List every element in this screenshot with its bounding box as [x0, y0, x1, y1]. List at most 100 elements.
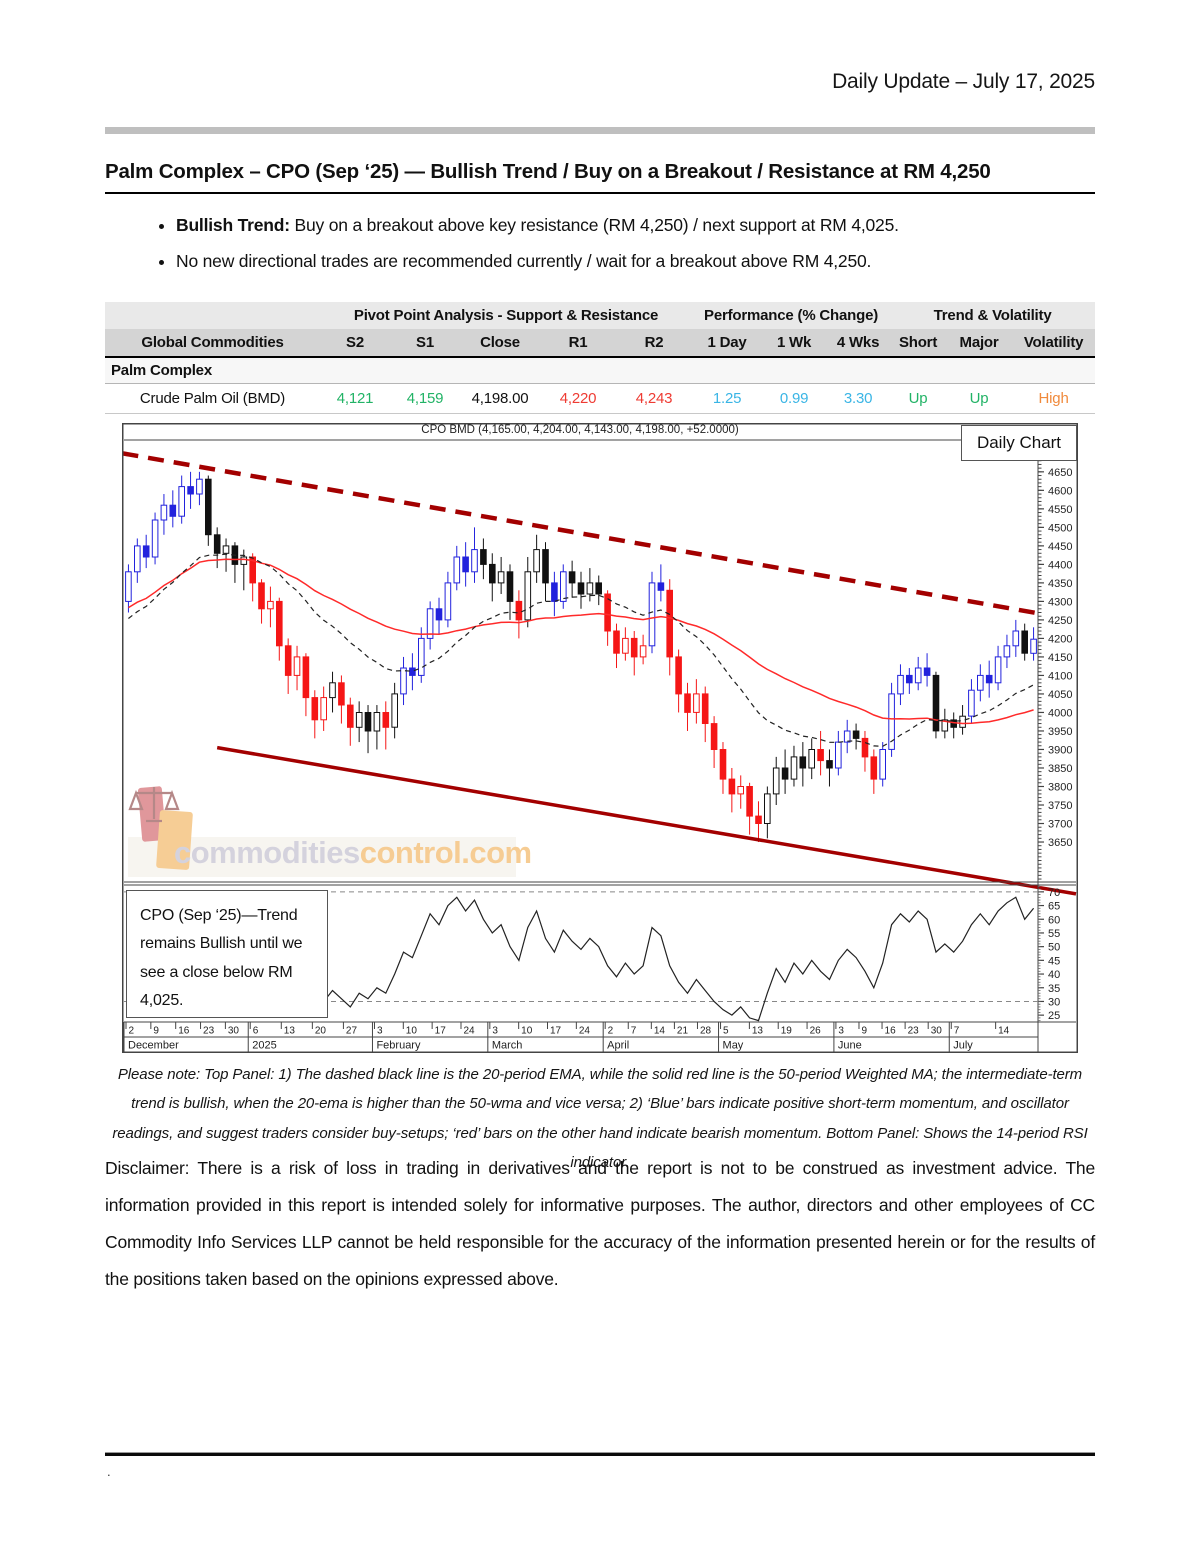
cell-s2: 4,121 [320, 383, 390, 414]
svg-text:13: 13 [284, 1026, 296, 1037]
price-chart: commoditiescontrol.com 4650 4600 4550 4500 4… [122, 423, 1078, 1053]
svg-text:10: 10 [521, 1026, 533, 1037]
cell-r2: 4,243 [616, 383, 693, 414]
svg-text:4600: 4600 [1048, 485, 1072, 497]
svg-text:16: 16 [178, 1026, 190, 1037]
svg-text:February: February [376, 1040, 421, 1052]
cell-1wk: 0.99 [762, 383, 827, 414]
cell-close: 4,198.00 [460, 383, 540, 414]
table-column-header-row: Global Commodities S2 S1 Close R1 R2 1 D… [105, 329, 1096, 358]
candlestick-chart-svg: 4650 4600 4550 4500 4450 4400 4350 4300 4250 4200… [122, 423, 1078, 1053]
svg-text:May: May [723, 1040, 744, 1052]
svg-text:December: December [128, 1040, 179, 1052]
col-global-commodities: Global Commodities [105, 329, 320, 358]
svg-text:10: 10 [406, 1026, 418, 1037]
svg-text:3: 3 [492, 1026, 498, 1037]
group-performance-header: Performance (% Change) [692, 302, 891, 329]
svg-text:28: 28 [700, 1026, 712, 1037]
header-divider-bar [105, 127, 1095, 134]
svg-text:7: 7 [631, 1026, 637, 1037]
watermark-band [128, 837, 516, 877]
svg-text:7: 7 [954, 1026, 960, 1037]
svg-text:3: 3 [838, 1026, 844, 1037]
svg-text:3950: 3950 [1048, 726, 1072, 738]
chart-footnote: Please note: Top Panel: 1) The dashed bl… [112, 1066, 1088, 1171]
svg-text:4400: 4400 [1048, 559, 1072, 571]
svg-text:50: 50 [1048, 942, 1060, 954]
bottom-divider [105, 1452, 1095, 1456]
svg-text:3650: 3650 [1048, 837, 1072, 849]
col-volatility: Volatility [1012, 329, 1096, 358]
chart-title: CPO BMD (4,165.00, 4,204.00, 4,143.00, 4… [421, 424, 739, 436]
svg-text:4350: 4350 [1048, 578, 1072, 590]
svg-text:4050: 4050 [1048, 689, 1072, 701]
svg-text:16: 16 [885, 1026, 897, 1037]
svg-text:4550: 4550 [1048, 504, 1072, 516]
svg-text:3750: 3750 [1048, 800, 1072, 812]
svg-text:6: 6 [253, 1026, 259, 1037]
svg-text:14: 14 [654, 1026, 666, 1037]
col-major: Major [946, 329, 1013, 358]
cell-s1: 4,159 [390, 383, 460, 414]
cell-r1: 4,220 [540, 383, 616, 414]
table-group-header-row: Pivot Point Analysis - Support & Resista… [105, 302, 1096, 329]
summary-bullets: Bullish Trend: Buy on a breakout above k… [148, 215, 1126, 287]
svg-text:30: 30 [228, 1026, 240, 1037]
svg-text:3800: 3800 [1048, 781, 1072, 793]
col-r2: R2 [616, 329, 693, 358]
svg-text:5: 5 [723, 1026, 729, 1037]
svg-text:24: 24 [463, 1026, 475, 1037]
svg-text:40: 40 [1048, 969, 1060, 981]
svg-text:30: 30 [1048, 996, 1060, 1008]
svg-text:45: 45 [1048, 955, 1060, 967]
svg-text:2: 2 [608, 1026, 614, 1037]
col-1day: 1 Day [692, 329, 763, 358]
svg-text:3850: 3850 [1048, 763, 1072, 775]
svg-text:60: 60 [1048, 914, 1060, 926]
svg-text:13: 13 [752, 1026, 764, 1037]
svg-text:23: 23 [203, 1026, 215, 1037]
svg-text:4650: 4650 [1048, 467, 1072, 479]
svg-text:35: 35 [1048, 983, 1060, 995]
svg-text:4500: 4500 [1048, 522, 1072, 534]
svg-text:9: 9 [153, 1026, 159, 1037]
col-1wk: 1 Wk [762, 329, 827, 358]
svg-text:30: 30 [931, 1026, 943, 1037]
svg-text:4450: 4450 [1048, 541, 1072, 553]
col-4wks: 4 Wks [826, 329, 891, 358]
svg-text:25: 25 [1048, 1010, 1060, 1022]
svg-text:2025: 2025 [252, 1040, 276, 1052]
svg-text:20: 20 [315, 1026, 327, 1037]
bullet-lead: Bullish Trend: [176, 215, 290, 235]
cell-volatility: High [1012, 383, 1096, 414]
col-short: Short [890, 329, 947, 358]
col-s1: S1 [390, 329, 460, 358]
page-title: Palm Complex – CPO (Sep ‘25) — Bullish T… [105, 160, 1095, 194]
col-close: Close [460, 329, 540, 358]
disclaimer-text: Disclaimer: There is a risk of loss in t… [105, 1158, 1095, 1290]
col-r1: R1 [540, 329, 616, 358]
svg-text:17: 17 [435, 1026, 447, 1037]
group-pivot-header: Pivot Point Analysis - Support & Resista… [320, 302, 693, 329]
svg-text:19: 19 [781, 1026, 793, 1037]
svg-text:9: 9 [861, 1026, 867, 1037]
cell-major-trend: Up [946, 383, 1013, 414]
bullet-text: Buy on a breakout above key resistance (… [289, 215, 899, 235]
cell-4wks: 3.30 [826, 383, 891, 414]
chart-annotation: CPO (Sep ‘25)—Trend remains Bullish unti… [126, 890, 328, 1018]
svg-text:4250: 4250 [1048, 615, 1072, 627]
watermark-text-gray: commodities [174, 835, 360, 870]
svg-text:26: 26 [810, 1026, 822, 1037]
svg-text:24: 24 [579, 1026, 591, 1037]
bullet-item: No new directional trades are recommende… [176, 251, 1126, 272]
watermark: commoditiescontrol.com [128, 779, 532, 881]
balance-scale-icon [128, 787, 180, 823]
bullet-item: Bullish Trend: Buy on a breakout above k… [176, 215, 1126, 236]
svg-text:14: 14 [998, 1026, 1010, 1037]
watermark-text-orange: control.com [359, 835, 532, 870]
section-label: Palm Complex [105, 357, 1096, 384]
svg-text:4300: 4300 [1048, 596, 1072, 608]
svg-text:4200: 4200 [1048, 633, 1072, 645]
bullet-text: No new directional trades are recommende… [176, 251, 872, 271]
